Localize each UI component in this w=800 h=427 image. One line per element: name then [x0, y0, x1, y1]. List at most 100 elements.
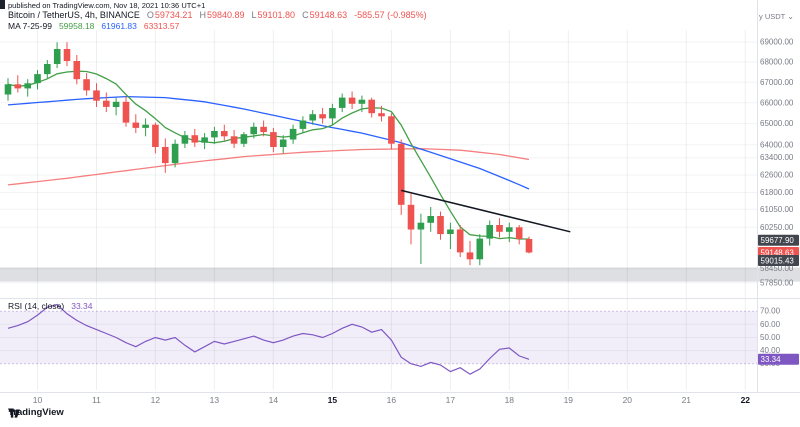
candle-body [122, 101, 130, 123]
candle-body [407, 204, 415, 230]
time-axis-label: 19 [564, 395, 574, 405]
price-axis-label: 58450.00 [760, 264, 794, 273]
publish-line: published on TradingView.com, Nov 18, 20… [8, 1, 206, 10]
ma7-value: 59958.18 [58, 21, 95, 31]
unit-text: y USDT [759, 12, 786, 21]
ma-legend: MA 7-25-99 59958.18 61961.83 63313.57 [8, 21, 179, 31]
time-axis-label: 14 [269, 395, 279, 405]
rsi-value: 33.34 [71, 301, 93, 311]
low-value: 59101.80 [257, 10, 296, 20]
price-badge-text: 59677.90 [761, 236, 795, 245]
price-axis-label: 62600.00 [760, 171, 794, 180]
price-axis-label: 64000.00 [760, 140, 794, 149]
candle-body [289, 128, 297, 140]
rsi-badge [758, 353, 799, 365]
time-axis-label: 22 [741, 395, 751, 405]
price-axis-label: 61800.00 [760, 188, 794, 197]
price-axis-label: 68000.00 [760, 58, 794, 67]
price-axis-label: 69000.00 [760, 38, 794, 47]
price-axis-label: 61050.00 [760, 205, 794, 214]
ma-label[interactable]: MA 7-25-99 [8, 21, 52, 31]
symbol-title[interactable]: Bitcoin / TetherUS, 4h, BINANCE [8, 10, 140, 20]
rsi-legend: RSI (14, close) 33.34 [8, 301, 93, 311]
open-label: O [146, 10, 154, 20]
candle-body [34, 74, 41, 84]
candle-body [250, 126, 257, 135]
candle-body [63, 49, 71, 61]
rsi-axis-label: 60.00 [760, 320, 781, 329]
candle-body [230, 136, 238, 144]
price-axis-label: 66000.00 [760, 98, 794, 107]
candle-body [181, 135, 189, 144]
ohlc-high: H59840.89 [199, 10, 244, 20]
trendline-drawing[interactable] [401, 189, 571, 233]
time-axis-label: 11 [92, 395, 101, 405]
low-label: L [251, 10, 257, 20]
price-axis-unit-toggle[interactable]: y USDT ⌄ [759, 12, 794, 21]
rsi-badge-text: 33.34 [761, 355, 782, 364]
corner-mark [0, 0, 5, 9]
time-axis-label: 13 [210, 395, 220, 405]
candle-body [73, 61, 81, 80]
rsi-line [7, 303, 530, 375]
open-value: 59734.21 [154, 10, 193, 20]
tradingview-logo[interactable]: TradingView [8, 407, 64, 418]
candle-body [201, 137, 208, 143]
candle-body [44, 64, 51, 75]
price-axis-label: 60250.00 [760, 223, 794, 232]
candle-body [152, 124, 159, 147]
close-label: C [302, 10, 309, 20]
high-value: 59840.89 [206, 10, 245, 20]
ma7-line [7, 70, 529, 240]
time-axis-label: 21 [682, 395, 692, 405]
candle-body [270, 132, 277, 147]
tradingview-logo-text: TradingView [8, 407, 64, 418]
candle-body [309, 114, 316, 121]
candle-body [506, 227, 513, 232]
candle-body [348, 97, 356, 104]
candle-body [112, 101, 120, 107]
price-axis-label: 57850.00 [760, 278, 794, 287]
ma99-value: 63313.57 [143, 21, 180, 31]
tradingview-logo-icon [8, 409, 20, 418]
rsi-axis-label: 50.00 [760, 333, 781, 342]
candle-body [368, 99, 375, 114]
candle-body [24, 83, 31, 89]
candle-body [103, 100, 110, 107]
candle-body [132, 122, 140, 128]
candle-body [358, 99, 366, 104]
high-label: H [199, 10, 206, 20]
rsi-axis-label: 40.00 [760, 346, 781, 355]
rsi-label[interactable]: RSI (14, close) [8, 301, 65, 311]
ohlc-low: L59101.80 [252, 10, 296, 20]
candle-body [319, 114, 326, 119]
candle-body [388, 116, 395, 144]
candle-body [53, 49, 61, 64]
time-axis-label: 20 [623, 395, 633, 405]
candle-body [486, 225, 493, 239]
candle-body [191, 135, 199, 143]
candle-body [338, 97, 346, 108]
candle-body [417, 222, 425, 230]
price-axis-label: 63400.00 [760, 153, 794, 162]
close-value: 59148.63 [309, 10, 348, 20]
time-axis-label: 18 [505, 395, 515, 405]
price-badge-text: 59148.63 [761, 248, 795, 257]
change-value: -585.57 (-0.985%) [354, 10, 427, 20]
candle-body [171, 143, 179, 164]
candle-body [279, 139, 287, 147]
price-badge-text: 59015.43 [761, 256, 795, 265]
time-axis-label: 16 [387, 395, 397, 405]
candle-body [83, 79, 90, 91]
rsi-band [0, 311, 757, 364]
candle-body [142, 124, 149, 128]
candle-body [456, 229, 464, 253]
support-zone [0, 267, 800, 282]
ma25-value: 61961.83 [101, 21, 137, 31]
ohlc-close: C59148.63 [302, 10, 347, 20]
price-axis-label: 65000.00 [760, 119, 794, 128]
time-axis-label: 12 [151, 395, 161, 405]
candle-body [260, 126, 267, 133]
candle-body [329, 108, 336, 119]
